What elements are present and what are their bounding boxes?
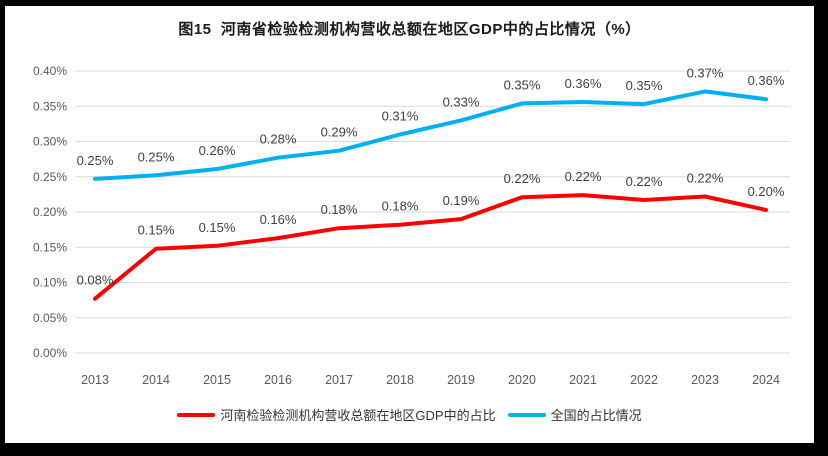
data-label-national: 0.36%: [565, 76, 602, 91]
data-label-henan: 0.18%: [382, 199, 419, 214]
legend: 河南检验检测机构营收总额在地区GDP中的占比 全国的占比情况: [5, 405, 814, 424]
data-label-national: 0.25%: [138, 149, 175, 164]
legend-swatch-henan: [177, 412, 216, 417]
x-axis-tick-label: 2021: [569, 373, 597, 387]
y-axis-tick-label: 0.20%: [33, 205, 67, 219]
y-axis-tick-label: 0.30%: [33, 135, 67, 149]
data-label-henan: 0.20%: [748, 184, 785, 199]
data-label-henan: 0.08%: [77, 273, 114, 288]
data-label-henan: 0.22%: [687, 170, 724, 185]
data-label-national: 0.37%: [687, 65, 724, 80]
x-axis-tick-label: 2023: [691, 373, 719, 387]
y-axis-tick-label: 0.40%: [33, 64, 67, 78]
y-axis-tick-label: 0.15%: [33, 240, 67, 254]
data-label-henan: 0.15%: [199, 220, 236, 235]
chart-title: 图15 河南省检验检测机构营收总额在地区GDP中的占比情况（%）: [178, 21, 641, 38]
line-chart-plot: 0.00% 0.05% 0.10% 0.15% 0.20% 0.25% 0.30% 0.35%…: [33, 64, 790, 387]
data-label-national: 0.28%: [260, 132, 297, 147]
data-label-national: 0.36%: [748, 73, 785, 88]
x-axis-tick-label: 2017: [325, 373, 353, 387]
data-label-national: 0.35%: [626, 78, 663, 93]
series-line-national: [93, 89, 768, 181]
legend-swatch-national: [507, 412, 546, 417]
data-label-henan: 0.22%: [626, 174, 663, 189]
x-axis-tick-label: 2014: [142, 373, 170, 387]
data-label-henan: 0.19%: [443, 193, 480, 208]
data-label-henan: 0.15%: [138, 223, 175, 238]
data-label-national: 0.26%: [199, 143, 236, 158]
x-axis-tick-label: 2022: [630, 373, 658, 387]
data-label-henan: 0.18%: [321, 202, 358, 217]
data-label-national: 0.31%: [382, 108, 419, 123]
y-axis-tick-label: 0.25%: [33, 170, 67, 184]
series-line-henan: [93, 193, 768, 301]
data-label-henan: 0.22%: [504, 171, 541, 186]
data-label-national: 0.33%: [443, 94, 480, 109]
legend-label-henan: 河南检验检测机构营收总额在地区GDP中的占比: [220, 408, 496, 423]
y-axis-tick-label: 0.05%: [33, 311, 67, 325]
data-label-national: 0.35%: [504, 77, 541, 92]
y-axis-tick-label: 0.10%: [33, 276, 67, 290]
x-axis-tick-label: 2018: [386, 373, 414, 387]
y-axis-tick-label: 0.00%: [33, 346, 67, 360]
x-axis-tick-label: 2020: [508, 373, 536, 387]
data-label-henan: 0.22%: [565, 169, 602, 184]
document-page: 图15 河南省检验检测机构营收总额在地区GDP中的占比情况（%） 0.00% 0.…: [5, 6, 814, 443]
data-label-national: 0.29%: [321, 125, 358, 140]
data-label-henan: 0.16%: [260, 212, 297, 227]
legend-label-national: 全国的占比情况: [550, 408, 642, 423]
x-axis-tick-label: 2019: [447, 373, 475, 387]
data-label-national: 0.25%: [77, 153, 114, 168]
y-axis-tick-label: 0.35%: [33, 99, 67, 113]
x-axis-tick-label: 2013: [81, 373, 109, 387]
x-axis-tick-label: 2016: [264, 373, 292, 387]
x-axis-tick-label: 2015: [203, 373, 231, 387]
x-axis-tick-label: 2024: [752, 373, 780, 387]
